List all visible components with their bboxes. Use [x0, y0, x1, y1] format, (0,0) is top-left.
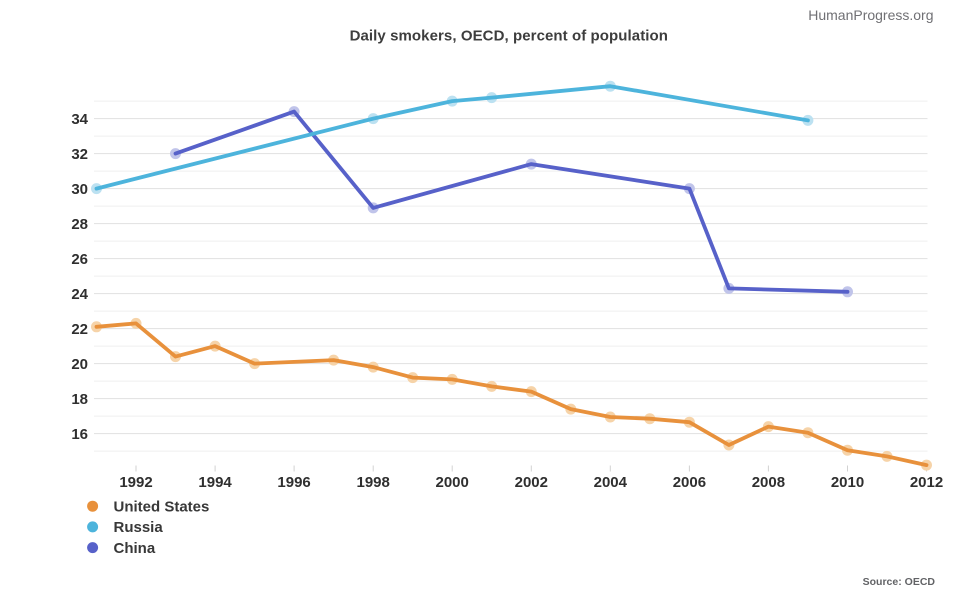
svg-text:18: 18 — [71, 391, 88, 408]
svg-text:1998: 1998 — [357, 474, 390, 491]
svg-text:HumanProgress.org: HumanProgress.org — [808, 7, 933, 23]
svg-text:China: China — [114, 540, 156, 557]
svg-text:2000: 2000 — [436, 474, 469, 491]
svg-text:1994: 1994 — [198, 474, 232, 491]
svg-text:32: 32 — [71, 146, 88, 163]
svg-text:2002: 2002 — [515, 474, 548, 491]
svg-text:1992: 1992 — [119, 474, 152, 491]
svg-text:2006: 2006 — [673, 474, 706, 491]
svg-text:Russia: Russia — [114, 519, 164, 536]
svg-text:26: 26 — [71, 251, 88, 268]
svg-text:Daily smokers, OECD, percent o: Daily smokers, OECD, percent of populati… — [350, 28, 668, 45]
svg-text:United States: United States — [114, 499, 210, 516]
svg-text:Source: OECD: Source: OECD — [863, 576, 936, 588]
svg-text:30: 30 — [71, 181, 88, 198]
svg-text:28: 28 — [71, 216, 88, 233]
svg-text:2010: 2010 — [831, 474, 864, 491]
svg-text:24: 24 — [71, 286, 88, 303]
svg-text:2008: 2008 — [752, 474, 785, 491]
svg-text:34: 34 — [71, 111, 88, 128]
svg-text:1996: 1996 — [277, 474, 310, 491]
svg-text:20: 20 — [71, 356, 88, 373]
svg-text:16: 16 — [71, 426, 88, 443]
svg-text:2012: 2012 — [910, 474, 943, 491]
svg-text:2004: 2004 — [594, 474, 628, 491]
svg-text:22: 22 — [71, 321, 88, 338]
